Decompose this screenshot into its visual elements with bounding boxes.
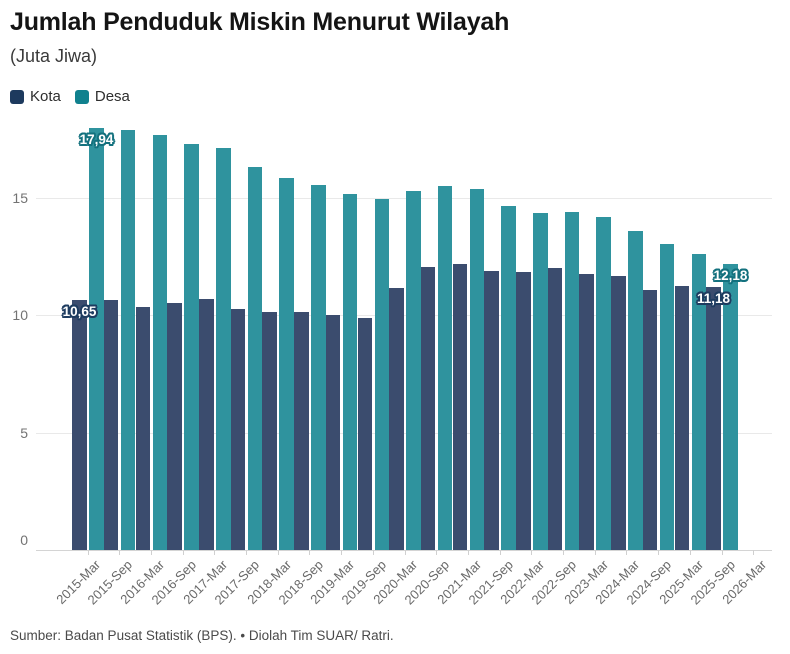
bar-desa-2023-Mar	[596, 217, 611, 550]
x-tick-2023-Mar	[594, 550, 596, 555]
bar-desa-2024-Mar	[628, 230, 643, 550]
value-label-kota-2025-Sep: 11,18	[696, 291, 731, 307]
bar-desa-2018-Sep	[311, 184, 326, 550]
bar-kota-2016-Sep	[167, 303, 182, 550]
bar-desa-2017-Sep	[247, 166, 263, 550]
chart-subtitle: (Juta Jiwa)	[10, 46, 98, 66]
bar-kota-2020-Sep	[420, 267, 436, 550]
bar-desa-2021-Mar	[469, 188, 485, 550]
legend-label: Desa	[94, 88, 130, 105]
y-axis-label-10: 10	[12, 307, 28, 323]
bar-kota-2015-Mar	[72, 299, 87, 550]
x-tick-2016-Mar	[150, 550, 152, 555]
bar-desa-2025-Sep	[723, 263, 738, 550]
bar-kota-2024-Mar	[611, 276, 626, 550]
bar-kota-2022-Mar	[516, 272, 531, 550]
y-axis-label-0: 0	[20, 532, 28, 548]
bar-kota-2017-Mar	[199, 299, 214, 550]
bar-desa-2016-Mar	[152, 134, 168, 550]
x-tick-2019-Sep	[372, 550, 374, 555]
x-tick-2025-Sep	[721, 550, 723, 555]
gridline-y10	[36, 315, 772, 316]
value-label-kota-2015-Mar: 10,65	[62, 303, 97, 319]
bar-kota-2025-Mar	[674, 285, 690, 550]
bar-desa-2015-Mar	[89, 128, 104, 550]
bar-kota-2021-Mar	[452, 263, 468, 550]
bar-desa-2024-Sep	[659, 244, 675, 550]
x-tick-2018-Mar	[277, 550, 279, 555]
bar-kota-2019-Sep	[357, 318, 373, 550]
bar-kota-2015-Sep	[103, 300, 119, 550]
gridline-y0	[36, 550, 772, 551]
y-axis-label-5: 5	[20, 424, 28, 441]
bar-kota-2017-Sep	[230, 308, 246, 550]
bar-kota-2022-Sep	[547, 268, 563, 550]
x-tick-2016-Sep	[182, 550, 184, 555]
x-tick-2021-Sep	[499, 550, 501, 555]
x-tick-2017-Sep	[246, 550, 247, 555]
legend-item-desa: Desa	[74, 88, 130, 105]
y-axis-label-15: 15	[12, 189, 28, 206]
bar-kota-2024-Sep	[642, 290, 658, 550]
bar-kota-2020-Mar	[389, 287, 404, 550]
x-tick-2022-Mar	[531, 550, 533, 555]
legend-item-kota: Kota	[10, 88, 61, 105]
legend: Kota Desa	[10, 88, 130, 105]
x-tick-2015-Sep	[119, 550, 121, 555]
bar-desa-2015-Sep	[120, 129, 136, 550]
legend-swatch-kota	[10, 89, 24, 104]
x-tick-2018-Sep	[309, 550, 311, 555]
x-tick-2019-Mar	[341, 550, 343, 555]
x-tick-2015-Mar	[87, 550, 89, 555]
bar-kota-2019-Mar	[325, 315, 341, 550]
x-tick-2017-Mar	[214, 550, 216, 555]
bar-kota-2018-Sep	[294, 311, 309, 550]
gridline-y15	[36, 197, 772, 199]
bar-kota-2021-Sep	[484, 271, 499, 550]
value-label-desa-2025-Sep: 12,18	[713, 267, 748, 283]
x-tick-2024-Sep	[658, 550, 660, 555]
bar-desa-2016-Sep	[184, 143, 199, 550]
bar-desa-2020-Mar	[406, 191, 421, 550]
source-note: Sumber: Badan Pusat Statistik (BPS). • D…	[10, 628, 394, 643]
x-tick-2026-Mar	[753, 550, 755, 555]
bar-kota-2023-Mar	[579, 274, 594, 550]
x-tick-2024-Mar	[626, 550, 628, 555]
bar-desa-2018-Mar	[279, 178, 294, 550]
bar-kota-2016-Mar	[135, 307, 151, 550]
value-label-desa-2015-Mar: 17,94	[79, 132, 114, 148]
x-tick-2021-Mar	[467, 550, 469, 555]
bar-desa-2020-Sep	[437, 185, 453, 550]
x-tick-2020-Sep	[436, 550, 438, 555]
gridline-y5	[36, 432, 772, 434]
legend-swatch-desa	[74, 89, 89, 104]
bar-desa-2021-Sep	[501, 205, 516, 550]
legend-label: Kota	[30, 88, 61, 105]
bar-desa-2022-Sep	[564, 212, 580, 550]
bar-kota-2025-Sep	[706, 287, 721, 550]
bar-desa-2022-Mar	[533, 213, 548, 550]
bar-desa-2025-Mar	[691, 253, 707, 550]
x-tick-2022-Sep	[563, 550, 564, 555]
x-tick-2025-Mar	[689, 550, 691, 555]
bar-desa-2017-Mar	[216, 148, 231, 550]
bar-desa-2019-Mar	[342, 193, 358, 550]
bar-kota-2018-Mar	[262, 311, 277, 550]
page-title: Jumlah Penduduk Miskin Menurut Wilayah	[10, 8, 510, 36]
x-tick-2020-Mar	[404, 550, 406, 555]
bar-desa-2019-Sep	[374, 199, 390, 550]
